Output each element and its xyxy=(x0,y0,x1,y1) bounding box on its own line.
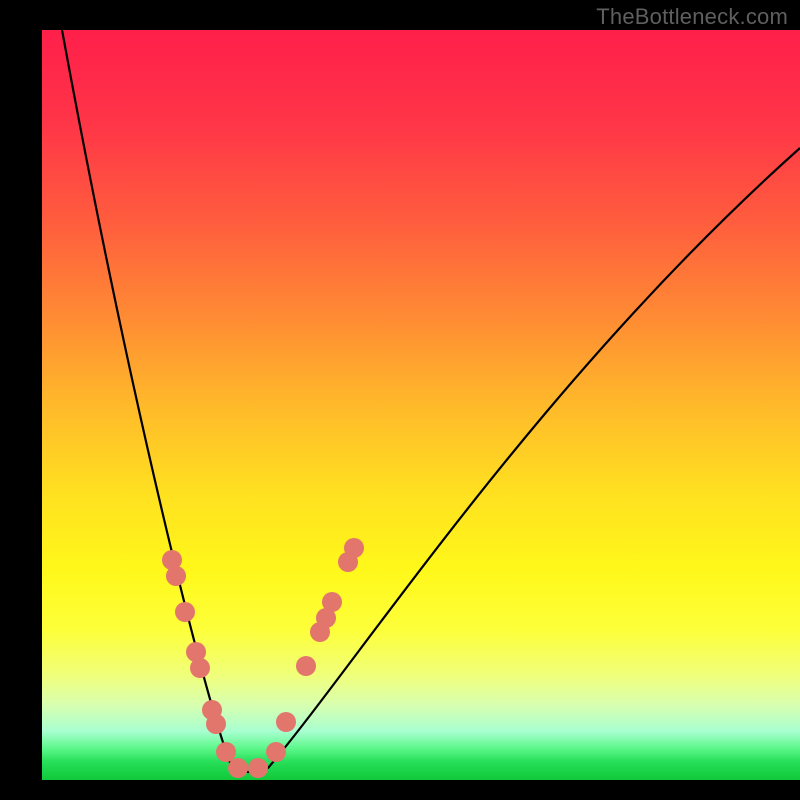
data-point xyxy=(166,566,186,586)
v-curve-path xyxy=(62,30,800,772)
watermark-text: TheBottleneck.com xyxy=(596,4,788,30)
data-point xyxy=(228,758,248,778)
bottleneck-curve xyxy=(62,30,800,772)
chart-container: TheBottleneck.com xyxy=(0,0,800,800)
data-point xyxy=(266,742,286,762)
chart-svg xyxy=(42,30,800,780)
data-point xyxy=(206,714,226,734)
data-point xyxy=(175,602,195,622)
data-point xyxy=(248,758,268,778)
data-point xyxy=(296,656,316,676)
data-point xyxy=(216,742,236,762)
data-point xyxy=(322,592,342,612)
plot-area xyxy=(42,30,800,780)
data-point xyxy=(190,658,210,678)
data-dots xyxy=(162,538,364,778)
data-point xyxy=(276,712,296,732)
data-point xyxy=(344,538,364,558)
